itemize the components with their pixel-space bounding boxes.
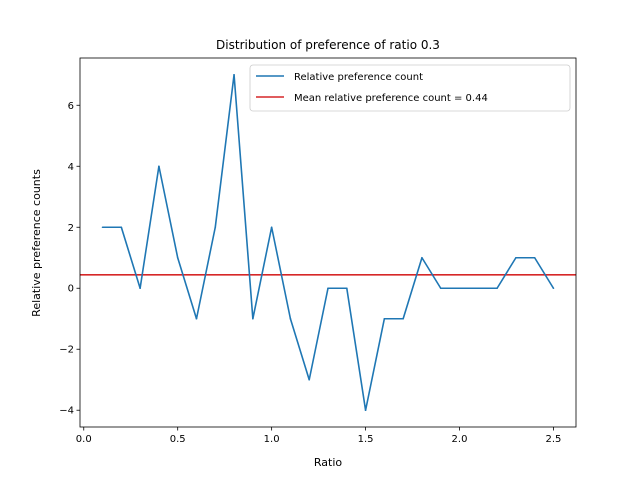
data-point [327,287,329,290]
y-tick-label: 4 [68,162,74,173]
x-tick-label: 1.0 [264,434,280,445]
x-tick-label: 2.0 [452,434,468,445]
y-tick-label: 0 [68,284,74,295]
data-point [345,287,348,290]
chart-title: Distribution of preference of ratio 0.3 [216,38,440,52]
data-point [252,317,254,320]
legend-box [249,64,571,112]
data-point [101,226,104,229]
x-tick-label: 2.5 [546,434,562,445]
legend-entry-mean-label: Mean relative preference count = 0.44 [294,93,488,104]
data-point [176,256,179,259]
data-point [214,226,217,229]
legend: Relative preference count Mean relative p… [249,64,571,112]
y-tick-label: 2 [68,223,74,234]
data-point [552,287,555,290]
data-point [533,256,536,259]
y-tick-label: −2 [59,345,74,356]
y-tick-label: 6 [68,101,74,112]
data-point [421,256,423,259]
data-point [120,226,123,229]
data-point [477,287,480,290]
data-point [496,287,498,290]
data-point [233,73,235,76]
data-point [458,287,461,290]
data-point [158,165,160,168]
data-point [289,317,292,320]
data-point [195,317,198,320]
axes-frame [79,57,577,428]
data-point [383,317,386,320]
data-point [364,409,367,412]
y-axis-label: Relative preference counts [30,169,43,317]
data-point [139,287,141,290]
data-point [308,378,311,381]
y-tick-label: −4 [59,406,74,417]
x-axis-label: Ratio [314,456,343,469]
axes: 0.0 0.5 1.0 1.5 2.0 2.5 −4 −2 0 2 4 6 [59,57,577,445]
plot-area [80,73,576,412]
data-point [270,226,273,229]
x-tick-label: 0.0 [76,434,92,445]
data-point [402,317,404,320]
data-point [439,287,442,290]
x-tick-label: 0.5 [170,434,186,445]
x-tick-label: 1.5 [358,434,374,445]
legend-entry-series-label: Relative preference count [294,72,423,83]
series-line [102,73,555,412]
data-point [515,256,517,259]
